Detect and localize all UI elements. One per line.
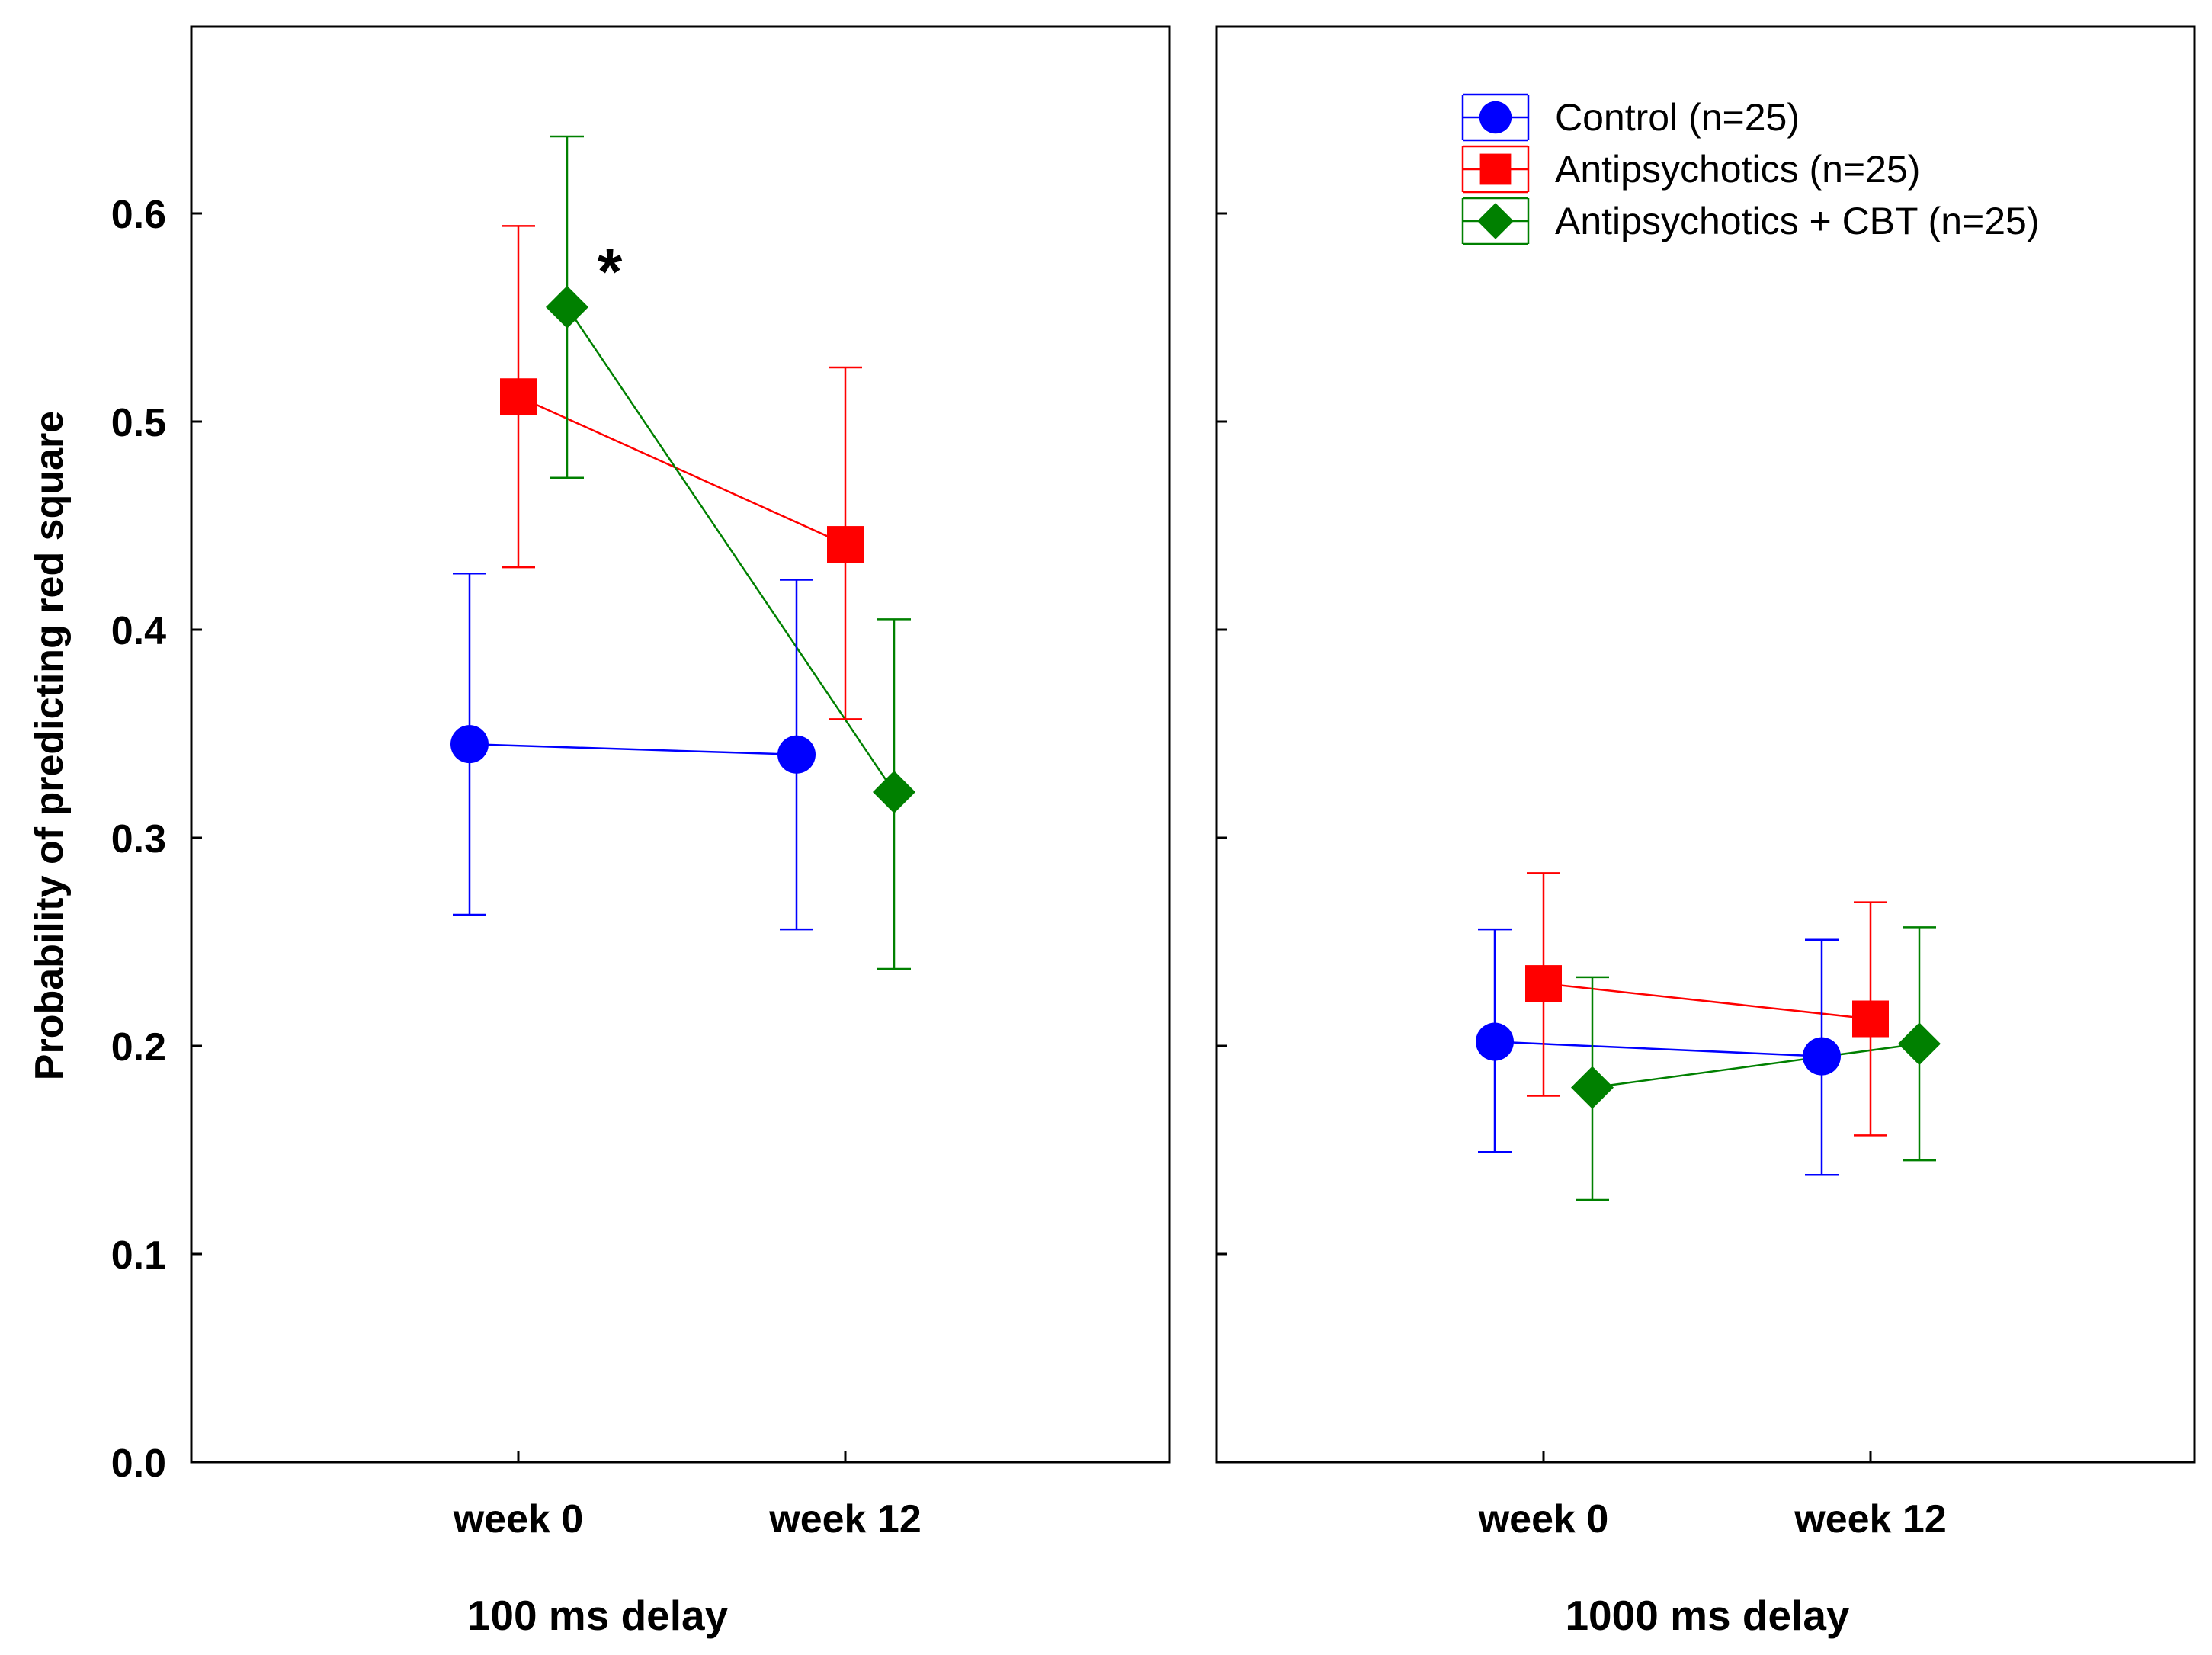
data-point-diamond	[1571, 1066, 1614, 1109]
y-tick-label: 0.4	[111, 609, 166, 653]
y-tick-label: 0.0	[111, 1442, 166, 1486]
panel-frame-right	[1215, 25, 2196, 1464]
x-tick-label-week-12-right: week 12	[1794, 1497, 1947, 1541]
data-point-circle	[1476, 1022, 1514, 1061]
data-point-circle	[777, 735, 816, 774]
markers-right	[1476, 965, 1941, 1109]
legend-symbol-antipsychotics	[1461, 145, 1530, 194]
y-tick-label: 0.2	[111, 1025, 166, 1070]
series-line	[1494, 1041, 1822, 1057]
series-line	[518, 396, 846, 546]
series-line	[566, 306, 896, 793]
series-line	[469, 743, 797, 756]
y-ticks-right	[1217, 212, 1227, 1464]
y-tick-labels: 0.0 0.1 0.2 0.3 0.4 0.5 0.6	[111, 193, 166, 1486]
series-line	[1592, 1043, 1920, 1089]
legend-label-antipsychotics-cbt: Antipsychotics + CBT (n=25)	[1555, 200, 2039, 242]
x-ticks-left	[517, 1451, 847, 1462]
panel-title-1000ms: 1000 ms delay	[1565, 1592, 1849, 1639]
x-tick-label-week-0-left: week 0	[453, 1497, 584, 1541]
x-tick-label-week-0-right: week 0	[1478, 1497, 1609, 1541]
y-axis-title: Probability of predicting red square	[27, 411, 72, 1080]
data-point-circle	[450, 725, 489, 764]
y-tick-label: 0.6	[111, 193, 166, 237]
series-lines-right	[1494, 982, 1920, 1089]
markers-left	[450, 285, 915, 813]
legend-marker-square	[1479, 153, 1512, 185]
y-tick-label: 0.3	[111, 817, 166, 861]
legend-symbol-control	[1461, 93, 1530, 142]
data-point-diamond	[1898, 1022, 1941, 1066]
panel-title-100ms: 100 ms delay	[467, 1592, 729, 1639]
x-tick-label-week-12-left: week 12	[768, 1497, 922, 1541]
y-ticks-left	[191, 212, 202, 1464]
legend-label-control: Control (n=25)	[1555, 96, 1800, 139]
data-point-square	[1852, 1000, 1889, 1038]
x-ticks-right	[1542, 1451, 1872, 1462]
panel-frame-left	[190, 25, 1171, 1464]
legend-marker-circle	[1479, 101, 1512, 134]
significance-star: *	[598, 236, 623, 307]
y-tick-label: 0.5	[111, 401, 166, 445]
legend: Control (n=25) Antipsychotics (n=25) Ant…	[1461, 93, 2039, 245]
panel-1000ms: week 0 week 12 1000 ms delay	[1215, 25, 2196, 1639]
data-point-circle	[1803, 1037, 1841, 1076]
legend-marker-diamond	[1477, 203, 1514, 239]
data-point-diamond	[873, 770, 915, 813]
series-lines-left	[469, 306, 896, 793]
panel-100ms: week 0 week 12 100 ms delay *	[190, 25, 1171, 1639]
data-point-square	[827, 526, 864, 563]
data-point-square	[500, 378, 537, 415]
series-line	[1543, 982, 1871, 1020]
data-point-diamond	[546, 285, 588, 329]
legend-label-antipsychotics: Antipsychotics (n=25)	[1555, 148, 1920, 191]
y-tick-label: 0.1	[111, 1233, 166, 1278]
data-point-square	[1525, 965, 1562, 1002]
legend-symbol-antipsychotics-cbt	[1461, 197, 1530, 245]
